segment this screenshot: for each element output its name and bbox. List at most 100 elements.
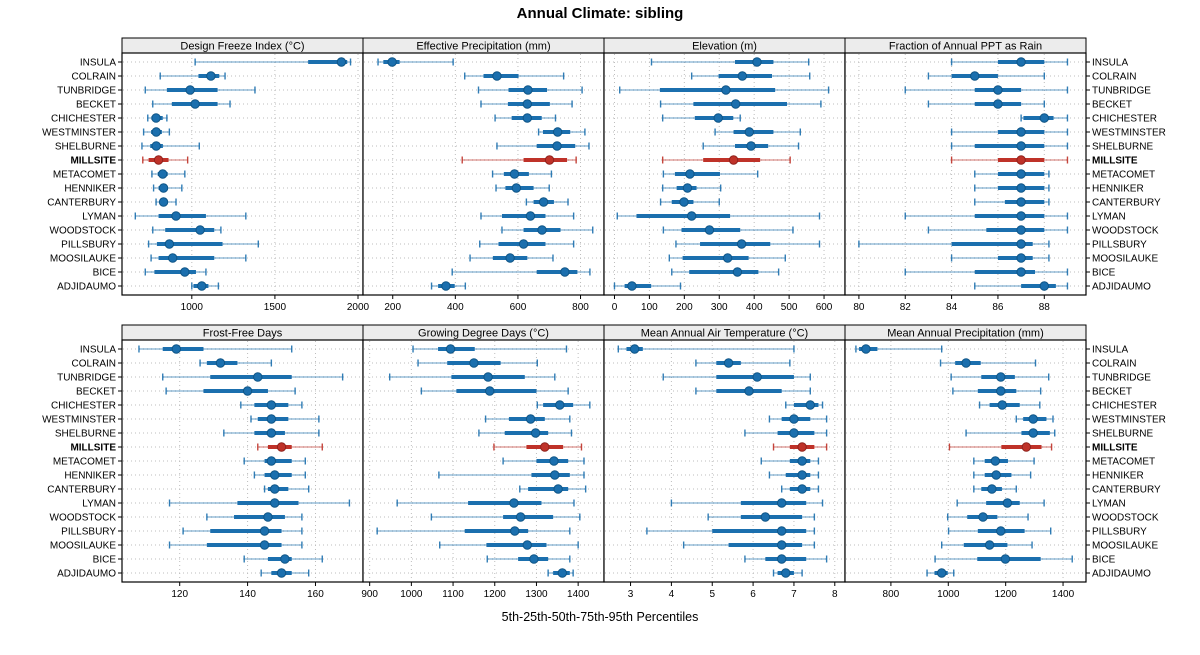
percentile-row-tunbridge xyxy=(950,372,1050,382)
median-dot xyxy=(752,57,762,67)
panel-frost-free-days: Frost-Free Days 120 140 160 xyxy=(121,324,364,600)
median-dot xyxy=(704,225,715,235)
label-text: 600 xyxy=(510,302,527,313)
percentile-row-becket xyxy=(659,99,822,109)
median-dot xyxy=(171,344,182,354)
label-text: SHELBURNE xyxy=(1092,142,1153,153)
panel-bg xyxy=(845,340,1086,582)
median-dot xyxy=(515,512,526,522)
percentile-row-insula xyxy=(855,344,943,354)
label-text: PILLSBURY xyxy=(61,240,116,251)
median-dot xyxy=(1016,155,1026,165)
label-text: WESTMINSTER xyxy=(1092,128,1166,139)
percentile-row-pillsbury xyxy=(858,239,1050,249)
percentile-row-westminster xyxy=(768,414,828,424)
median-dot xyxy=(797,456,807,466)
median-dot xyxy=(1016,253,1026,263)
percentile-row-tunbridge xyxy=(619,85,830,95)
label-text: MILLSITE xyxy=(1092,443,1138,454)
label-text: Fraction of Annual PPT as Rain xyxy=(889,41,1042,53)
label-text: ADJIDAUMO xyxy=(57,569,116,580)
percentile-row-woodstock xyxy=(662,225,794,235)
median-dot xyxy=(485,386,495,396)
label-text: 120 xyxy=(171,589,188,600)
median-dot xyxy=(744,386,754,396)
percentile-row-chichester xyxy=(978,400,1041,410)
median-dot xyxy=(190,99,200,109)
percentile-row-shelburne xyxy=(478,428,573,438)
percentile-row-chichester xyxy=(785,400,824,410)
percentile-row-adjidaumo xyxy=(772,568,803,578)
percentile-row-insula xyxy=(950,57,1069,67)
percentile-row-canterbury xyxy=(973,484,1017,494)
median-dot xyxy=(158,169,168,179)
percentile-row-becket xyxy=(695,386,811,396)
label-text: 1000 xyxy=(937,589,960,600)
label-text: TUNBRIDGE xyxy=(1092,86,1151,97)
label-text: WOODSTOCK xyxy=(50,513,117,524)
median-dot xyxy=(259,540,270,550)
label-text: MOOSILAUKE xyxy=(50,254,116,265)
label-text: SHELBURNE xyxy=(55,142,116,153)
label-text: BICE xyxy=(1092,555,1116,566)
label-text: 0 xyxy=(612,302,618,313)
percentile-row-colrain xyxy=(939,358,1037,368)
median-dot xyxy=(1002,498,1013,508)
panel-effective-precipitation-mm-: Effective Precipitation (mm) 200 400 600 800 xyxy=(362,37,605,313)
label-text: 88 xyxy=(1039,302,1051,313)
label-text: PILLSBURY xyxy=(1092,527,1147,538)
label-text: 140 xyxy=(239,589,256,600)
median-dot xyxy=(996,372,1006,382)
median-dot xyxy=(509,169,520,179)
label-text: 1000 xyxy=(181,302,204,313)
percentile-row-adjidaumo xyxy=(191,281,220,291)
percentile-row-becket xyxy=(952,386,1042,396)
percentile-row-adjidaumo xyxy=(430,281,467,291)
median-dot xyxy=(961,358,971,368)
median-dot xyxy=(1016,239,1026,249)
median-dot xyxy=(525,211,536,221)
median-dot xyxy=(153,155,164,165)
label-text: INSULA xyxy=(1092,58,1128,69)
percentile-row-millsite xyxy=(257,442,323,452)
median-dot xyxy=(1016,127,1026,137)
label-text: 400 xyxy=(746,302,763,313)
percentile-row-metacomet xyxy=(502,456,585,466)
percentile-row-adjidaumo xyxy=(260,568,310,578)
axis-caption: 5th-25th-50th-75th-95th Percentiles xyxy=(501,610,699,624)
percentile-row-lyman xyxy=(134,211,247,221)
median-dot xyxy=(781,568,791,578)
label-text: BICE xyxy=(93,555,117,566)
median-dot xyxy=(978,512,988,522)
percentile-row-canterbury xyxy=(263,484,310,494)
percentile-row-insula xyxy=(194,57,352,67)
percentile-row-millsite xyxy=(950,155,1069,165)
median-dot xyxy=(776,526,787,536)
panel-fraction-of-annual-ppt-as-rain: Fraction of Annual PPT as Rain 80 82 84 86 88 xyxy=(844,37,1087,313)
label-text: MOOSILAUKE xyxy=(50,541,116,552)
median-dot xyxy=(185,85,195,95)
median-dot xyxy=(538,197,549,207)
percentile-row-woodstock xyxy=(206,512,303,522)
percentile-row-pillsbury xyxy=(947,526,1052,536)
percentile-row-lyman xyxy=(956,498,1045,508)
label-text: WESTMINSTER xyxy=(1092,415,1166,426)
median-dot xyxy=(1016,57,1026,67)
percentile-row-henniker xyxy=(495,183,550,193)
label-text: HENNIKER xyxy=(1092,184,1144,195)
percentile-row-colrain xyxy=(199,358,273,368)
percentile-row-shelburne xyxy=(965,428,1056,438)
median-dot xyxy=(721,85,731,95)
label-text: Frost-Free Days xyxy=(203,328,283,340)
median-dot xyxy=(259,526,270,536)
label-text: Growing Degree Days (°C) xyxy=(418,328,549,340)
median-dot xyxy=(993,99,1003,109)
median-dot xyxy=(1028,414,1038,424)
label-text: MILLSITE xyxy=(70,156,116,167)
median-dot xyxy=(682,183,693,193)
median-dot xyxy=(242,386,253,396)
percentile-row-moosilauke xyxy=(150,253,247,263)
percentile-row-insula xyxy=(650,57,810,67)
median-dot xyxy=(441,281,451,291)
percentile-row-westminster xyxy=(142,127,171,137)
